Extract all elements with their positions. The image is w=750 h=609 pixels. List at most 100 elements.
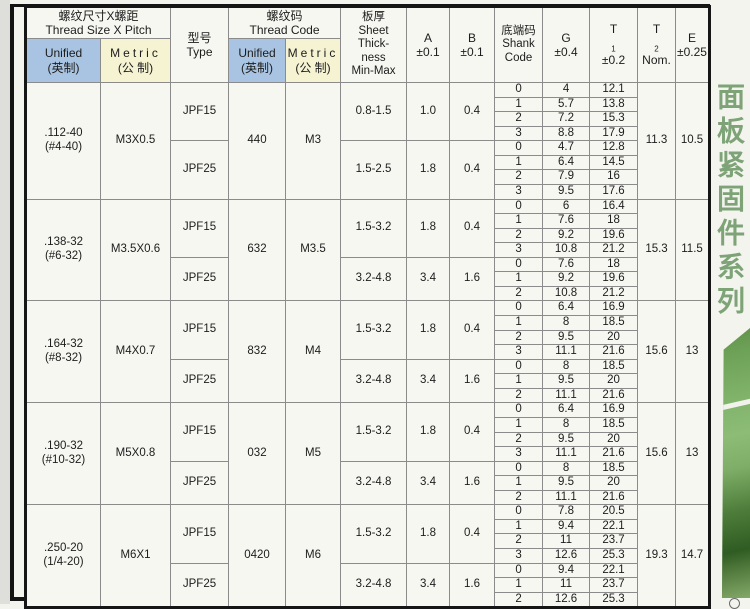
header-shank-l2: Code <box>504 51 533 64</box>
white-stripe <box>721 396 750 413</box>
cell-code-unified: 832 <box>228 300 286 404</box>
cell-t1: 21.2 <box>589 242 639 258</box>
cell-b: 0.4 <box>449 402 496 462</box>
cell-t1: 20.5 <box>589 504 639 520</box>
cell-g: 9.5 <box>542 373 591 389</box>
cell-a: 3.4 <box>406 358 451 404</box>
cell-shank-code: 1 <box>494 213 544 229</box>
header-sheet-zh: 板厚 <box>362 11 386 24</box>
header-g-tol: ±0.4 <box>554 45 578 59</box>
cell-shank-code: 2 <box>494 387 544 404</box>
cell-code-metric: M5 <box>284 402 342 506</box>
cell-type: JPF15 <box>170 402 229 462</box>
cell-sheet: 3.2-4.8 <box>340 256 408 302</box>
cell-g: 5.7 <box>542 96 591 113</box>
cell-t1: 18.5 <box>589 315 639 331</box>
cell-t1: 17.9 <box>589 125 639 142</box>
cell-shank-code: 3 <box>494 446 544 462</box>
cell-code-unified: 0420 <box>228 504 286 609</box>
cell-t1: 16.9 <box>589 300 639 316</box>
cell-a: 1.8 <box>406 198 451 258</box>
cell-b: 1.6 <box>449 562 496 609</box>
cell-a: 1.8 <box>406 140 451 200</box>
cell-shank-code: 1 <box>494 518 544 535</box>
cell-a: 1.0 <box>406 81 451 142</box>
header-b-label: B <box>468 30 477 45</box>
cell-sheet: 1.5-2.5 <box>340 140 408 200</box>
cell-t1: 22.1 <box>589 518 639 535</box>
cell-b: 0.4 <box>449 140 496 200</box>
cell-g: 11.1 <box>542 446 591 462</box>
cell-sheet: 0.8-1.5 <box>340 81 408 142</box>
cell-t1: 23.7 <box>589 533 639 549</box>
cell-t1: 18.5 <box>589 358 639 375</box>
cell-type: JPF25 <box>170 140 229 200</box>
cell-code-metric: M4 <box>284 300 342 404</box>
header-shank-code: 底端码 Shank Code <box>494 6 544 83</box>
cell-sheet: 1.5-3.2 <box>340 504 408 564</box>
header-sheet-l3: ness <box>361 51 386 64</box>
header-thread-size-en: Thread Size X Pitch <box>45 23 152 37</box>
cell-code-unified: 440 <box>228 82 286 200</box>
cell-t1: 12.1 <box>589 82 639 98</box>
cell-shank-code: 3 <box>494 548 544 564</box>
page-frame-left <box>10 4 14 601</box>
group-112-40: .112-40 (#4-40) M3X0.5 JPF15 440 M3 0.8-1… <box>25 81 711 200</box>
cell-shank-code: 2 <box>494 533 544 549</box>
cell-t1: 20 <box>589 475 639 491</box>
cell-shank-code: 0 <box>494 358 544 375</box>
header-e-label: E <box>688 30 697 45</box>
cell-metric-size: M6X1 <box>100 504 171 609</box>
cell-shank-code: 1 <box>494 577 544 593</box>
cell-type: JPF15 <box>170 198 229 258</box>
cell-e: 10.5 <box>675 82 711 200</box>
cell-g: 11.1 <box>542 344 591 360</box>
cell-code-metric: M3.5 <box>284 198 342 302</box>
header-shank-zh: 底端码 <box>501 24 536 37</box>
cell-g: 8.8 <box>542 125 591 142</box>
header-thread-size-zh: 螺纹尺寸X螺距 <box>58 8 139 23</box>
cell-t1: 21.6 <box>589 344 639 360</box>
header-thread-code-en: Thread Code <box>249 23 320 37</box>
cell-t1: 14.5 <box>589 154 639 171</box>
header-unified-size: Unified (英制) <box>25 38 101 83</box>
cell-shank-code: 0 <box>494 82 544 98</box>
cell-t2: 15.6 <box>637 300 677 404</box>
header-shank-l1: Shank <box>502 38 535 51</box>
cell-unified-size: .138-32 (#6-32) <box>25 198 101 302</box>
cell-shank-code: 2 <box>494 489 544 506</box>
cell-g: 6 <box>542 198 591 215</box>
cell-t1: 25.3 <box>589 591 639 609</box>
cell-shank-code: 1 <box>494 96 544 113</box>
cell-t1: 16.9 <box>589 402 639 418</box>
cell-sheet: 3.2-4.8 <box>340 358 408 404</box>
fastener-spec-table: 螺纹尺寸X螺距 Thread Size X Pitch 型号 Type 螺纹码 … <box>24 5 712 609</box>
cell-t1: 16.4 <box>589 198 639 215</box>
cell-g: 9.2 <box>542 227 591 244</box>
header-sheet-l4: Min-Max <box>351 65 396 78</box>
header-type-zh: 型号 <box>187 30 212 45</box>
cell-t1: 18 <box>589 256 639 273</box>
header-g: G ±0.4 <box>542 6 591 83</box>
cell-t1: 18 <box>589 213 639 229</box>
header-e-tol: ±0.25 <box>677 45 707 59</box>
cell-a: 1.8 <box>406 504 451 564</box>
cell-type: JPF25 <box>170 460 229 506</box>
cell-b: 0.4 <box>449 198 496 258</box>
cell-code-unified: 032 <box>228 402 286 506</box>
cell-t1: 17.6 <box>589 183 639 200</box>
header-e: E ±0.25 <box>675 6 711 83</box>
cell-b: 1.6 <box>449 358 496 404</box>
cell-g: 9.5 <box>542 329 591 346</box>
cell-a: 3.4 <box>406 562 451 609</box>
cell-shank-code: 1 <box>494 416 544 433</box>
cell-b: 0.4 <box>449 300 496 360</box>
cell-shank-code: 0 <box>494 402 544 418</box>
cell-type: JPF25 <box>170 562 229 609</box>
cell-g: 4 <box>542 82 591 98</box>
cell-code-metric: M3 <box>284 82 342 200</box>
cell-e: 11.5 <box>675 198 711 302</box>
cell-g: 4.7 <box>542 140 591 156</box>
cell-shank-code: 0 <box>494 198 544 215</box>
